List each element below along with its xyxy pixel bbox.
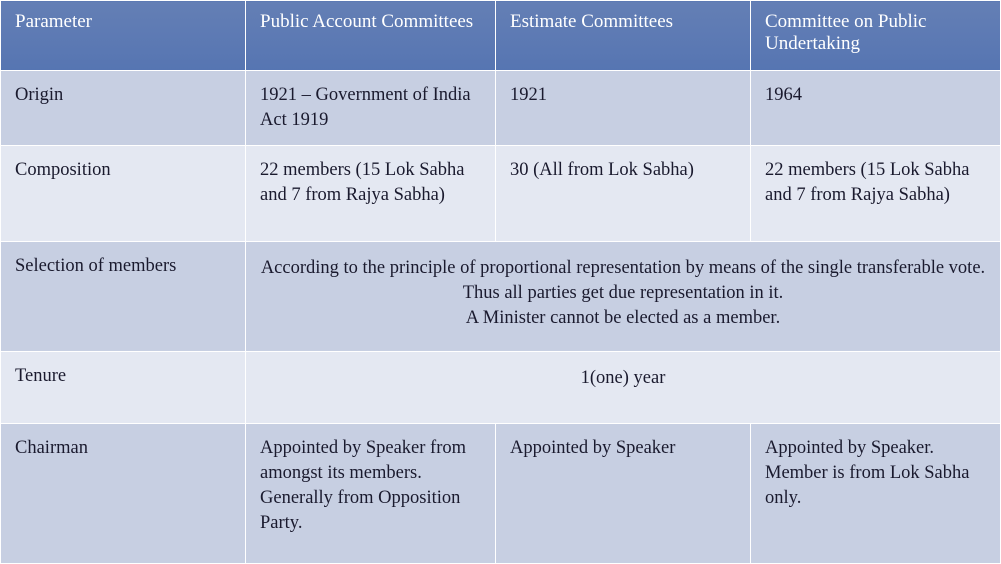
cell-param: Tenure bbox=[1, 351, 246, 423]
col-header-ec: Estimate Committees bbox=[496, 1, 751, 71]
col-header-pac: Public Account Committees bbox=[246, 1, 496, 71]
cell-merged-tenure: 1(one) year bbox=[246, 351, 1001, 423]
cell-param: Composition bbox=[1, 145, 246, 241]
table-row: Origin 1921 – Government of India Act 19… bbox=[1, 71, 1001, 146]
table-row: Chairman Appointed by Speaker from among… bbox=[1, 423, 1001, 563]
selection-line1: According to the principle of proportion… bbox=[261, 258, 985, 303]
cell-param: Origin bbox=[1, 71, 246, 146]
selection-line2: A Minister cannot be elected as a member… bbox=[466, 308, 780, 328]
cell-param: Chairman bbox=[1, 423, 246, 563]
col-header-copu: Committee on Public Undertaking bbox=[751, 1, 1001, 71]
cell-pac: Appointed by Speaker from amongst its me… bbox=[246, 423, 496, 563]
cell-merged-selection: According to the principle of proportion… bbox=[246, 241, 1001, 351]
table: Parameter Public Account Committees Esti… bbox=[0, 0, 1001, 564]
cell-copu: Appointed by Speaker. Member is from Lok… bbox=[751, 423, 1001, 563]
committees-comparison-table: Parameter Public Account Committees Esti… bbox=[0, 0, 1001, 561]
table-row: Composition 22 members (15 Lok Sabha and… bbox=[1, 145, 1001, 241]
cell-ec: Appointed by Speaker bbox=[496, 423, 751, 563]
table-row: Selection of members According to the pr… bbox=[1, 241, 1001, 351]
table-row: Tenure 1(one) year bbox=[1, 351, 1001, 423]
cell-ec: 30 (All from Lok Sabha) bbox=[496, 145, 751, 241]
col-header-parameter: Parameter bbox=[1, 1, 246, 71]
cell-pac: 1921 – Government of India Act 1919 bbox=[246, 71, 496, 146]
cell-ec: 1921 bbox=[496, 71, 751, 146]
cell-param: Selection of members bbox=[1, 241, 246, 351]
cell-copu: 22 members (15 Lok Sabha and 7 from Rajy… bbox=[751, 145, 1001, 241]
cell-copu: 1964 bbox=[751, 71, 1001, 146]
cell-pac: 22 members (15 Lok Sabha and 7 from Rajy… bbox=[246, 145, 496, 241]
table-header-row: Parameter Public Account Committees Esti… bbox=[1, 1, 1001, 71]
